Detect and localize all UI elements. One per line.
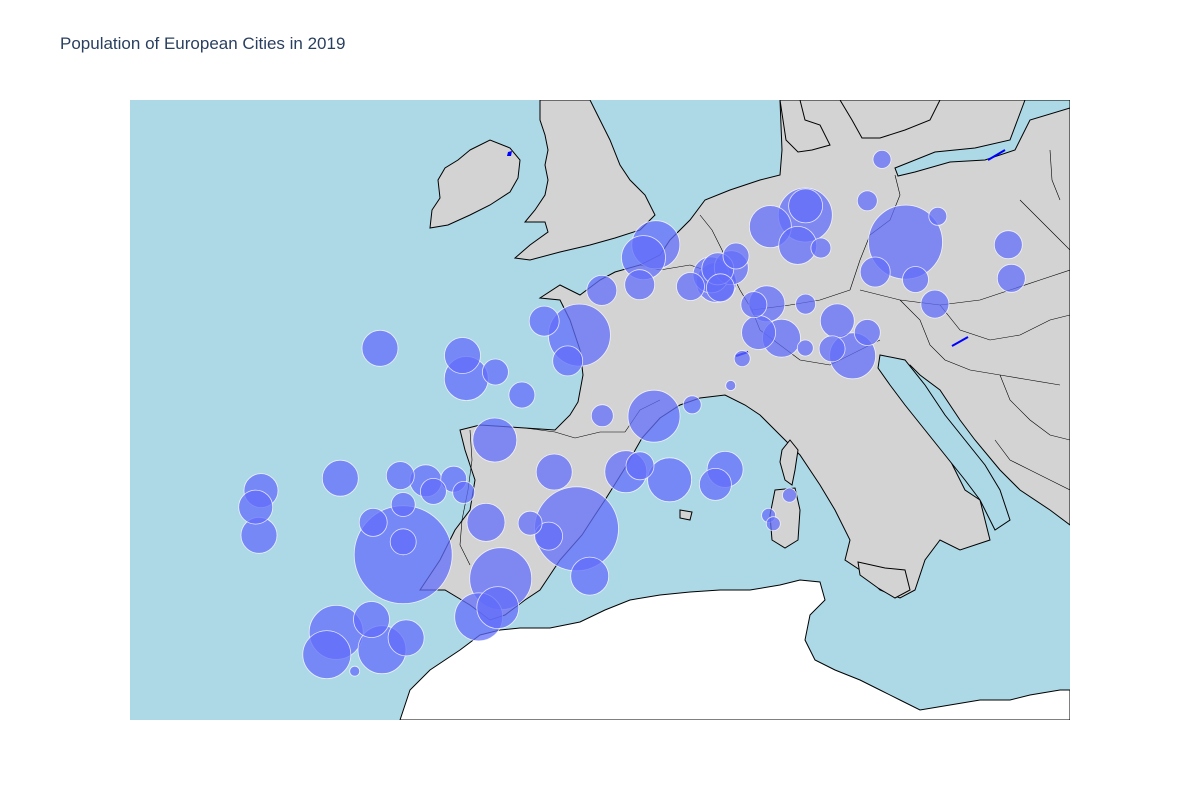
city-bubble[interactable] [466,503,506,542]
city-bubble[interactable] [872,149,892,169]
city-bubble[interactable] [706,273,735,303]
lagoon-baltic [987,149,1006,161]
city-bubble[interactable] [859,256,891,288]
city-bubble[interactable] [361,329,399,367]
city-bubble[interactable] [390,492,416,517]
city-bubble[interactable] [508,381,536,409]
city-bubble[interactable] [452,480,476,504]
city-bubble[interactable] [570,556,610,596]
city-bubble[interactable] [741,315,776,350]
land-mallorca [679,509,693,521]
bubble-layer [238,149,1026,679]
city-bubble[interactable] [481,358,509,386]
city-bubble[interactable] [725,380,737,391]
land-ireland [429,139,521,229]
city-bubble[interactable] [647,457,692,503]
city-bubble[interactable] [389,528,417,556]
city-bubble[interactable] [534,521,563,551]
city-bubble[interactable] [928,206,948,226]
city-bubble[interactable] [472,417,518,463]
land-denmark [779,100,831,153]
city-bubble[interactable] [528,305,560,337]
city-bubble[interactable] [586,274,618,306]
city-bubble[interactable] [740,291,768,319]
adriatic-sea [877,354,1011,531]
city-bubble[interactable] [444,337,481,374]
city-bubble[interactable] [682,395,702,415]
chart-title: Population of European Cities in 2019 [60,34,346,53]
land-great-britain [513,100,656,261]
city-bubble[interactable] [535,453,573,491]
land-sicily [857,561,911,599]
city-bubble[interactable] [627,389,681,443]
city-bubble[interactable] [590,404,614,428]
city-bubble[interactable] [796,339,814,357]
city-bubble[interactable] [856,190,878,212]
city-bubble[interactable] [385,461,415,491]
baltic-sea [894,100,1070,177]
city-bubble[interactable] [765,516,781,532]
city-bubble[interactable] [349,665,361,677]
city-bubble[interactable] [782,487,797,503]
land-sweden [839,100,941,139]
city-bubble[interactable] [517,510,543,536]
city-bubble[interactable] [853,319,881,346]
city-bubble[interactable] [552,345,584,377]
city-bubble[interactable] [676,272,705,301]
city-bubble[interactable] [353,601,390,638]
city-bubble[interactable] [624,269,656,301]
city-bubble[interactable] [819,303,855,339]
city-bubble[interactable] [302,630,352,679]
land-corsica [779,439,799,486]
city-bubble[interactable] [920,289,950,319]
city-bubble[interactable] [476,586,520,629]
city-bubble[interactable] [358,508,388,537]
city-bubble[interactable] [733,350,751,368]
city-bubble[interactable] [238,489,274,525]
city-bubble[interactable] [788,188,823,224]
city-bubble[interactable] [810,237,832,259]
city-bubble[interactable] [722,242,750,270]
city-bubble[interactable] [321,459,359,497]
city-bubble[interactable] [699,467,732,501]
north-africa-area [399,579,1070,720]
city-bubble[interactable] [902,266,929,293]
lake-balaton [951,336,969,347]
city-bubble[interactable] [419,477,447,505]
city-bubble[interactable] [993,230,1023,260]
city-bubble[interactable] [818,335,846,363]
lake-neagh [507,151,512,156]
city-bubble[interactable] [625,451,655,481]
city-bubble[interactable] [387,619,425,657]
city-bubble[interactable] [996,263,1026,293]
city-bubble[interactable] [795,293,816,315]
